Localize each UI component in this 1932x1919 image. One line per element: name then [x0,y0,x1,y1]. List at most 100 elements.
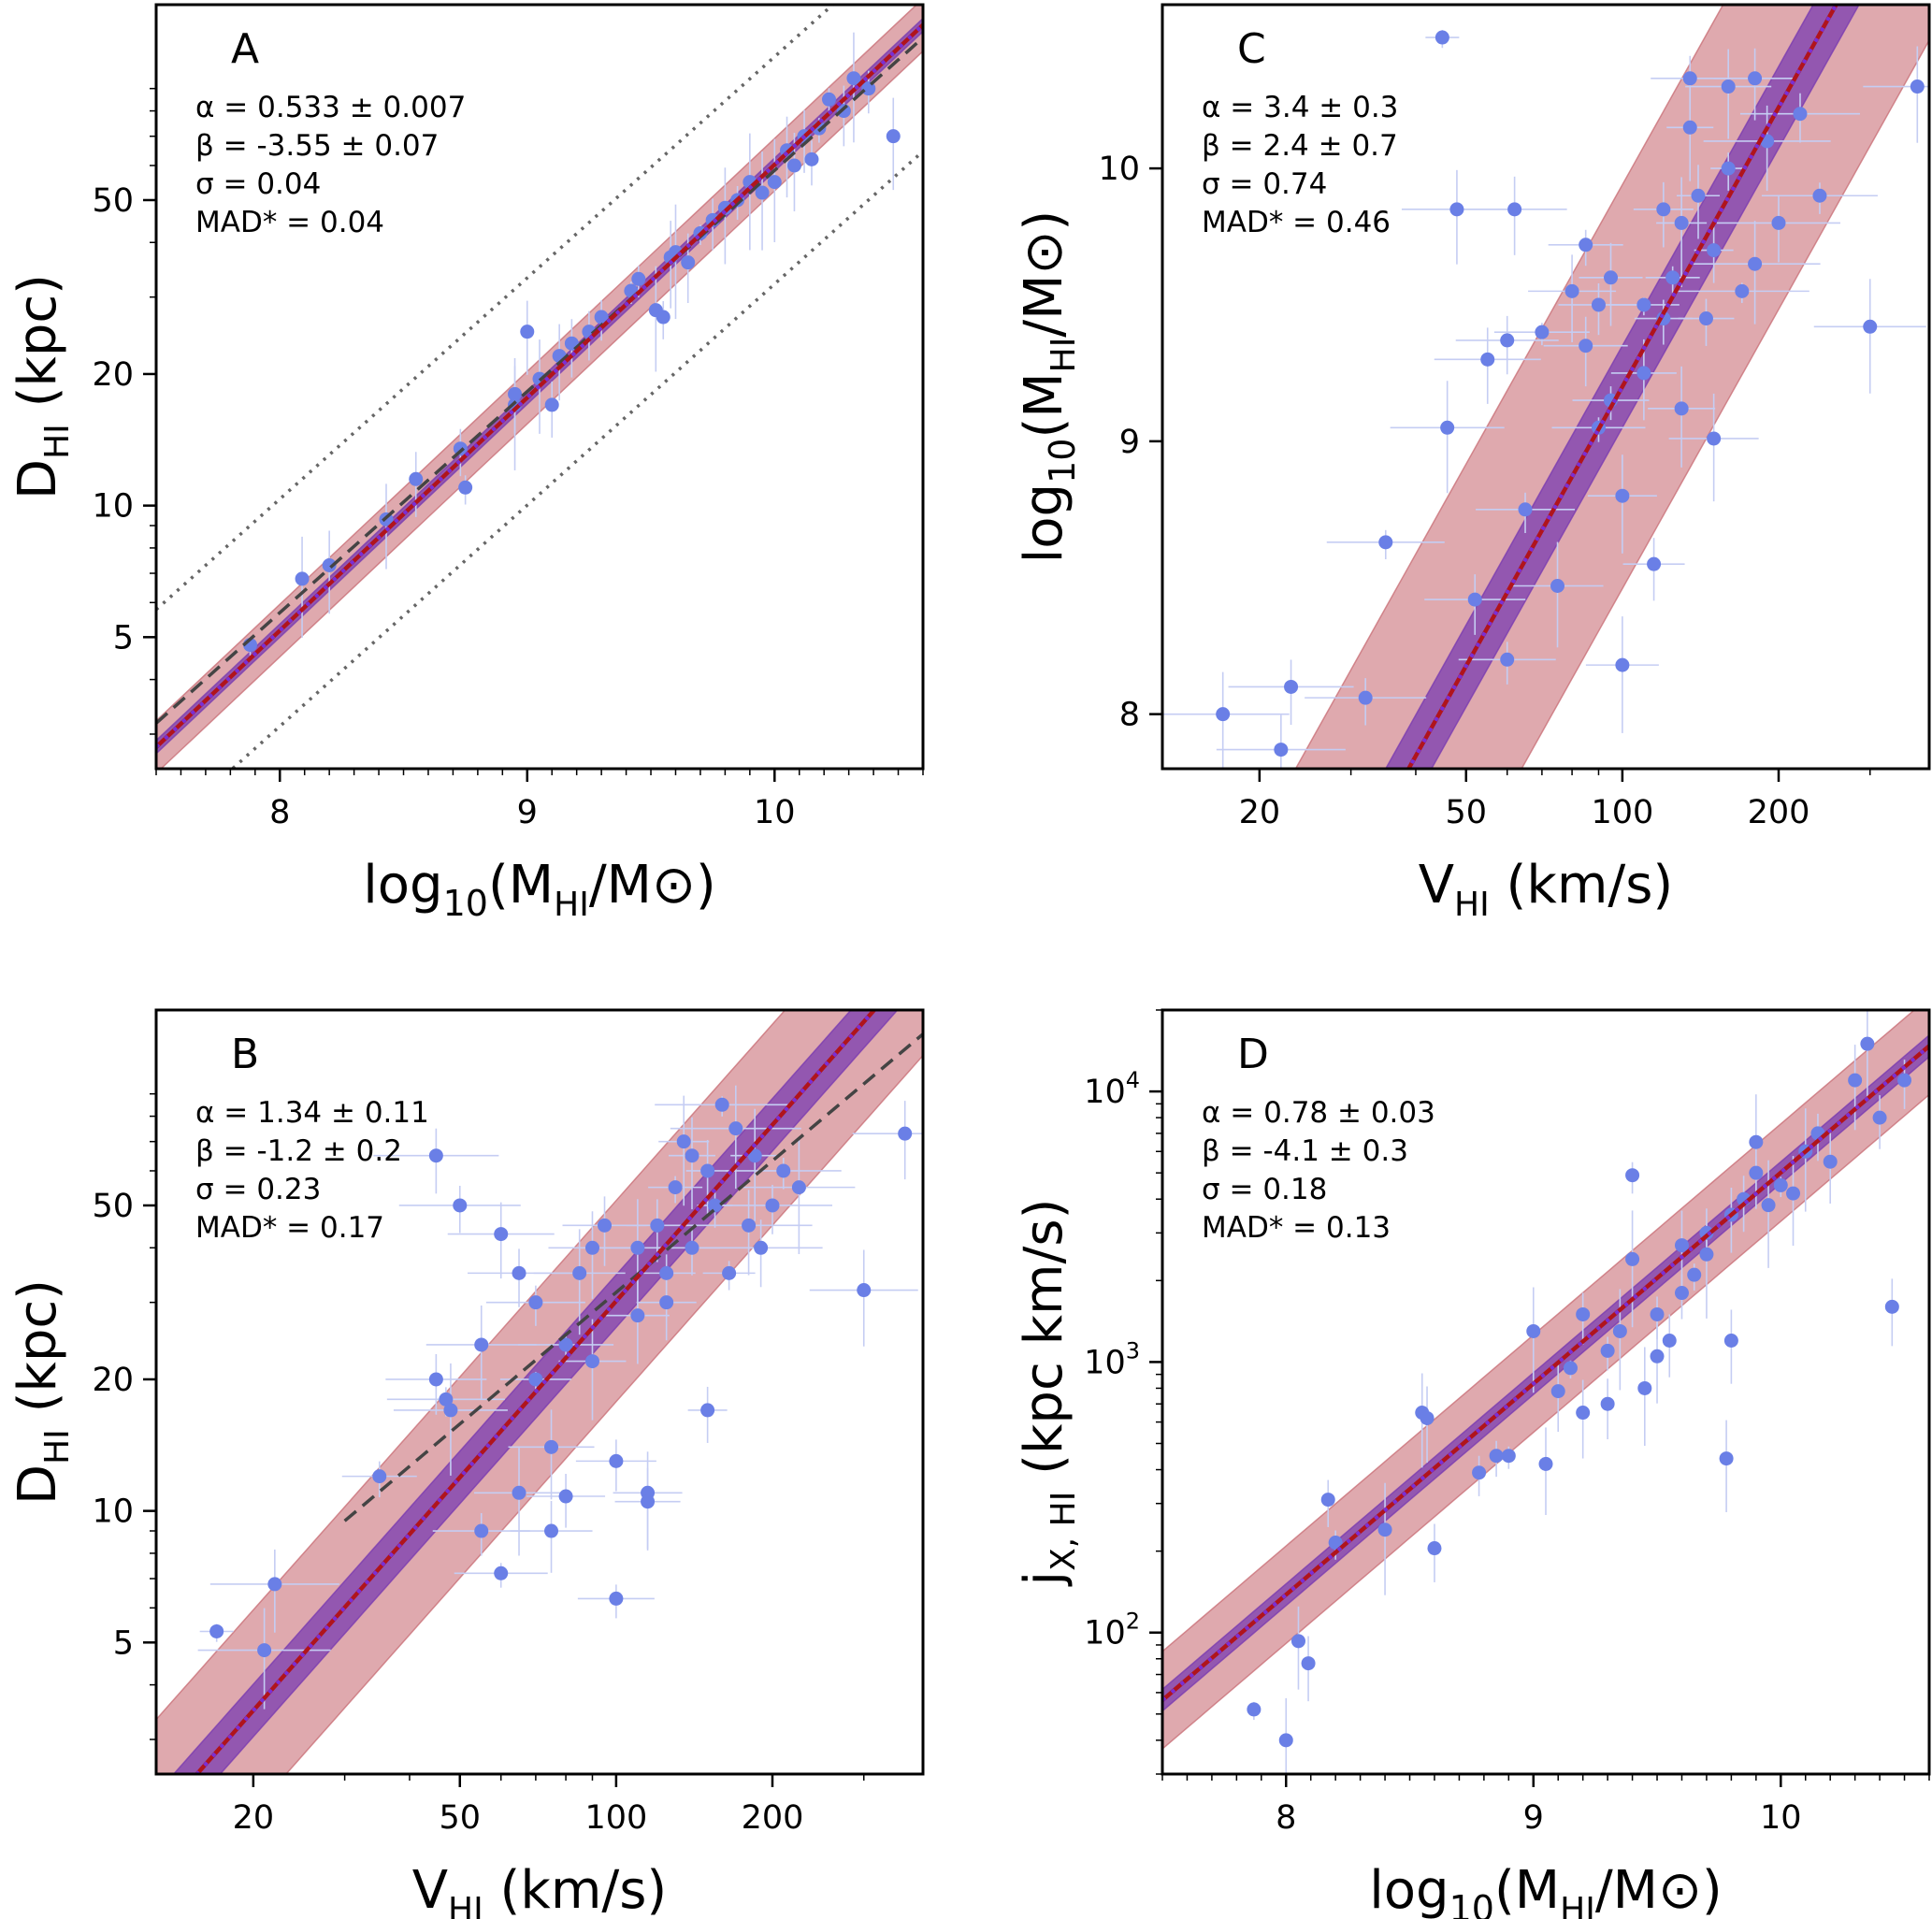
y-tick-label: 20 [92,1362,134,1399]
data-point [443,1403,458,1418]
stat-line: α = 3.4 ± 0.3 [1202,91,1398,124]
data-point [898,1126,913,1141]
stat-line: α = 0.78 ± 0.03 [1202,1096,1435,1130]
data-point [1604,270,1619,285]
data-point [1682,71,1697,86]
data-point [1320,1493,1335,1508]
stat-line: MAD* = 0.13 [1202,1211,1391,1245]
stat-line: MAD* = 0.17 [195,1211,384,1245]
data-point [1707,431,1722,446]
label-subscript: HI [1560,1891,1595,1919]
data-point [776,1163,791,1178]
x-tick-label: 10 [1760,1799,1802,1837]
stat-line: β = -3.55 ± 0.07 [195,129,439,163]
panel-letter-d: D [1237,1031,1269,1078]
data-point [700,1163,715,1178]
data-point [1284,679,1299,694]
data-point [512,1265,526,1280]
data-point [512,1485,526,1500]
data-point [609,1453,624,1468]
data-point [742,1218,757,1233]
label-part: D [7,1464,68,1505]
data-point [558,1337,573,1352]
y-tick-label: 10 [92,488,134,526]
dotted-median-line-a [156,23,923,749]
data-point [1538,1456,1553,1471]
y-tick-base: 10 [1084,1615,1126,1652]
x-tick-label: 9 [517,794,538,831]
data-point [474,1523,489,1538]
x-tick-label: 200 [742,1799,804,1837]
data-points-b [197,1085,923,1710]
y-tick-label: 103 [1084,1337,1140,1381]
dashed-reference-line-a [156,36,923,725]
label-part: D [7,459,68,499]
data-point [1290,1634,1305,1649]
data-point [1848,1073,1863,1088]
data-point [1719,1451,1734,1466]
y-tick-label: 8 [1119,697,1140,734]
data-point [584,1354,599,1369]
y-tick-base: 10 [1084,1344,1126,1381]
data-point [668,1180,683,1195]
x-tick-label: 10 [754,794,796,831]
label-part: (km/s) [1490,855,1674,916]
data-point [1636,297,1651,312]
data-point [1682,120,1697,135]
stat-line: σ = 0.18 [1202,1173,1327,1206]
data-point [598,1218,613,1233]
data-point [755,185,770,200]
data-point [631,271,646,286]
data-point [765,1198,780,1213]
plot-area-a [156,5,923,769]
data-point [1507,202,1522,217]
data-point [1600,1343,1615,1358]
data-point [1467,592,1482,607]
label-subscript: HI [448,1891,483,1919]
fit-line-c [1406,5,1839,769]
axes-frame-b [154,1008,925,1776]
y-tick-label: 5 [113,619,134,656]
label-part: (kpc km/s) [1014,1199,1074,1492]
data-point [508,386,523,401]
label-part: (M [1494,1860,1560,1919]
data-point [1378,535,1393,550]
data-point [1863,319,1878,334]
y-tick-label: 10 [92,1493,134,1531]
data-point [1699,1247,1714,1262]
y-tick-label: 102 [1084,1609,1140,1652]
data-point [1786,1186,1801,1201]
data-point [1749,1134,1764,1149]
label-part: (km/s) [483,1860,668,1919]
data-point [1860,1036,1875,1051]
data-point [1600,1396,1615,1411]
data-point [1301,1656,1316,1671]
data-point [1691,188,1706,203]
x-tick-label: 50 [439,1799,481,1837]
data-point [1687,1267,1702,1282]
data-point [257,1643,272,1658]
data-point [594,310,609,325]
data-point [1615,657,1630,672]
label-part: (kpc) [7,1279,68,1429]
data-point [1563,1361,1578,1376]
y-tick-label: 10 [1098,151,1140,188]
data-point [1749,1165,1764,1180]
data-point [1576,1306,1591,1321]
data-point [1591,297,1606,312]
stat-line: β = -1.2 ± 0.2 [195,1134,402,1168]
data-point [767,175,782,190]
label-subscript: HI [38,1429,77,1464]
data-point [1274,743,1289,758]
y-tick-label: 50 [92,182,134,220]
data-point [428,1148,443,1163]
data-point [409,471,424,486]
data-point [1773,1177,1788,1192]
data-point [650,1218,665,1233]
y-tick-label: 50 [92,1188,134,1225]
panel-c: 20 50 100 200 8 9 10 Cα = 3.4 ± 0.3 β = 2.4 ± 0.… [1014,3,1931,924]
y-tick-base: 10 [1084,1074,1126,1111]
data-point [708,1198,723,1213]
data-point [267,1577,282,1592]
